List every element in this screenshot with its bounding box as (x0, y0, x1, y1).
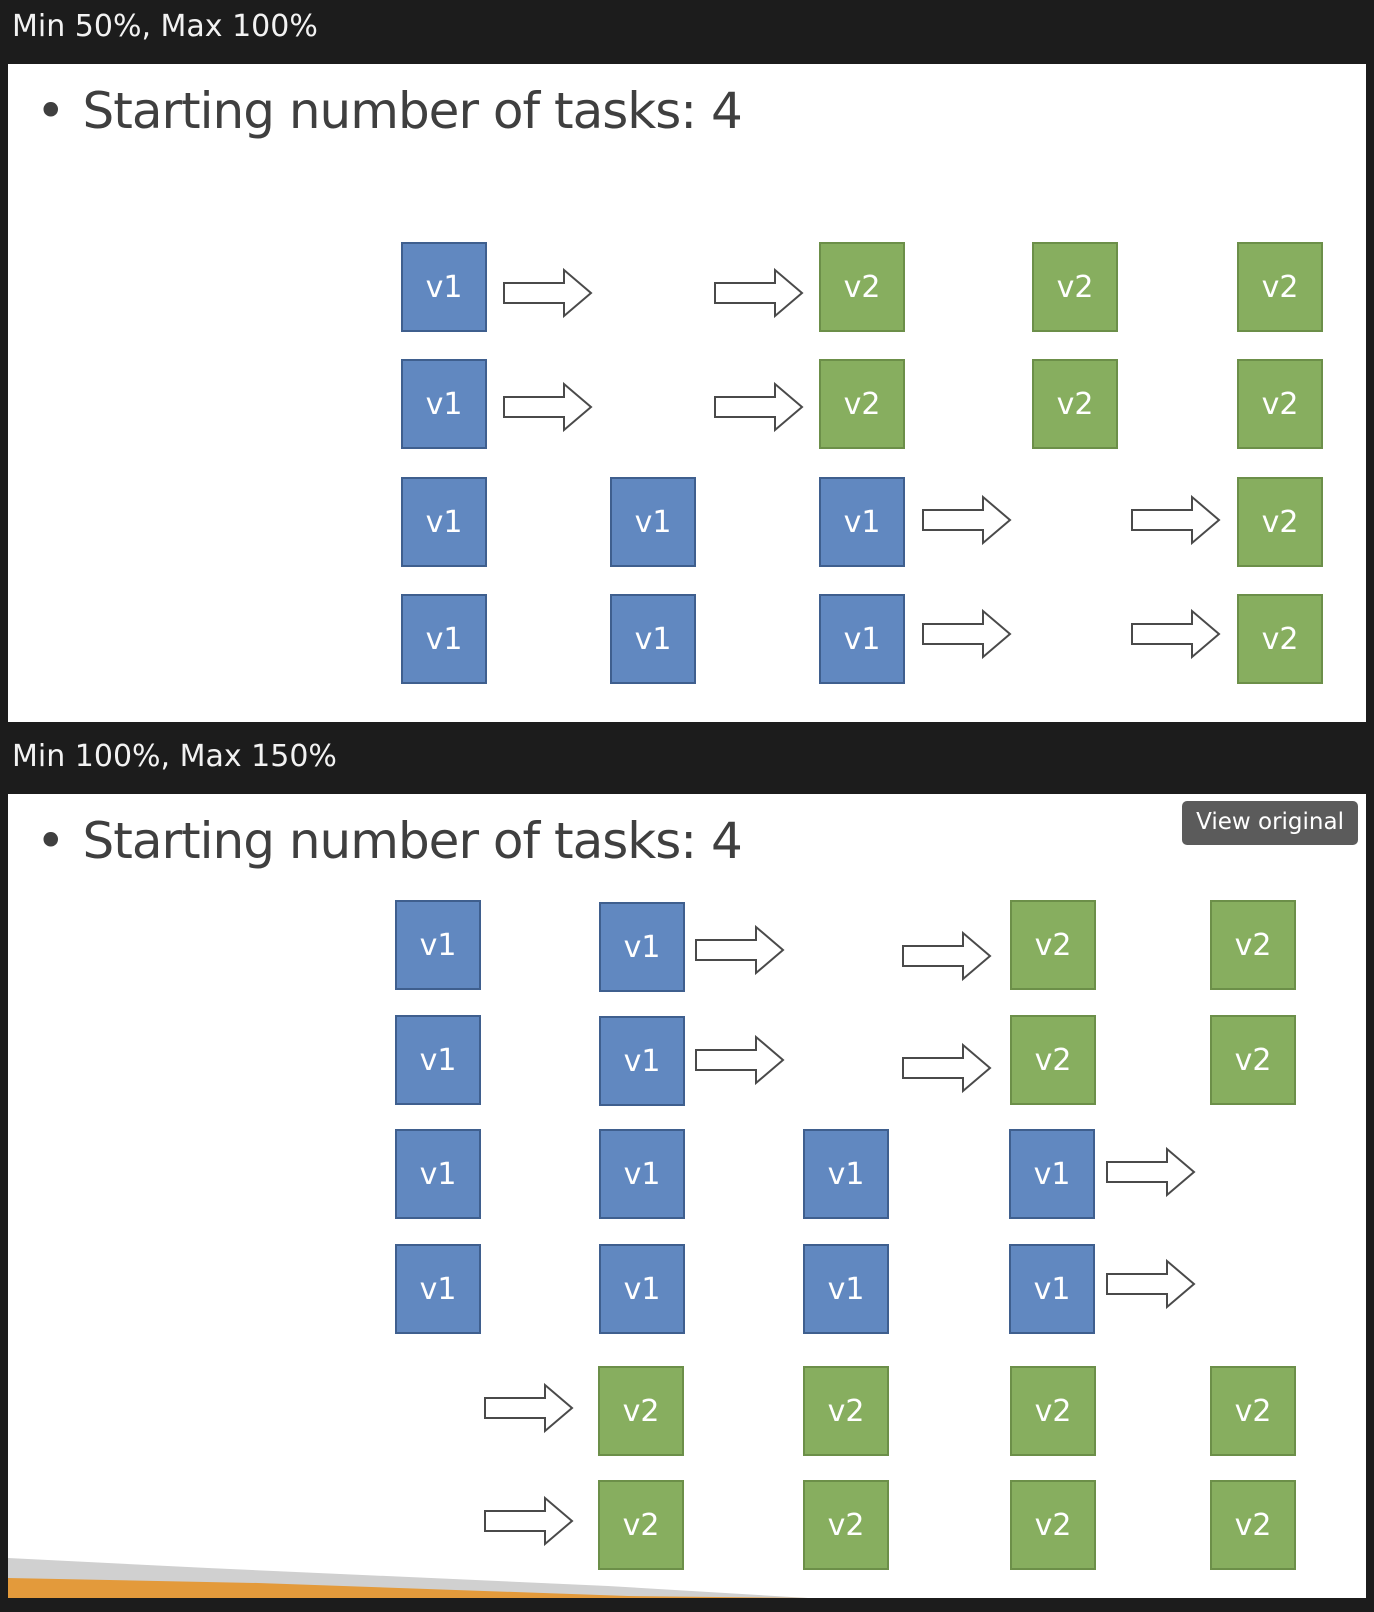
task-v1: v1 (599, 902, 685, 992)
task-v2: v2 (803, 1366, 889, 1456)
bullet: • (36, 812, 65, 870)
slide-title-text: Starting number of tasks: 4 (82, 812, 743, 870)
task-v1: v1 (803, 1129, 889, 1219)
task-v1: v1 (395, 1015, 481, 1105)
task-v2: v2 (1010, 1480, 1096, 1570)
right-outline-arrow-icon (502, 381, 594, 433)
right-outline-arrow-icon (483, 1382, 575, 1434)
task-v2: v2 (1010, 1366, 1096, 1456)
task-v1: v1 (599, 1016, 685, 1106)
panel-1-label: Min 50%, Max 100% (12, 9, 318, 44)
task-v2: v2 (598, 1480, 684, 1570)
right-outline-arrow-icon (901, 930, 993, 982)
task-v1: v1 (401, 242, 487, 332)
slide-min50-max100: • Starting number of tasks: 4 v1 v1 v1 v1… (8, 64, 1366, 722)
task-v1: v1 (599, 1129, 685, 1219)
right-outline-arrow-icon (502, 267, 594, 319)
right-outline-arrow-icon (1105, 1258, 1197, 1310)
task-v2: v2 (1032, 242, 1118, 332)
task-v2: v2 (1010, 1015, 1096, 1105)
task-v2: v2 (1210, 1366, 1296, 1456)
slide-title: • Starting number of tasks: 4 (36, 86, 743, 136)
task-v1: v1 (819, 594, 905, 684)
task-v1: v1 (395, 1244, 481, 1334)
panel-2-label: Min 100%, Max 150% (12, 739, 337, 774)
right-outline-arrow-icon (713, 381, 805, 433)
slide-title-text: Starting number of tasks: 4 (82, 82, 743, 140)
right-outline-arrow-icon (694, 1034, 786, 1086)
right-outline-arrow-icon (1105, 1146, 1197, 1198)
task-v2: v2 (1237, 359, 1323, 449)
task-v2: v2 (1210, 1015, 1296, 1105)
task-v1: v1 (395, 900, 481, 990)
right-outline-arrow-icon (713, 267, 805, 319)
task-v2: v2 (819, 359, 905, 449)
task-v1: v1 (401, 359, 487, 449)
task-v1: v1 (401, 594, 487, 684)
task-v1: v1 (1009, 1129, 1095, 1219)
right-outline-arrow-icon (694, 924, 786, 976)
task-v1: v1 (610, 594, 696, 684)
right-outline-arrow-icon (1130, 494, 1222, 546)
right-outline-arrow-icon (921, 608, 1013, 660)
task-v2: v2 (1210, 900, 1296, 990)
task-v1: v1 (803, 1244, 889, 1334)
task-v2: v2 (1237, 594, 1323, 684)
task-v2: v2 (1010, 900, 1096, 990)
task-v2: v2 (598, 1366, 684, 1456)
task-v2: v2 (1237, 477, 1323, 567)
task-v1: v1 (401, 477, 487, 567)
view-original-button[interactable]: View original (1182, 801, 1358, 845)
task-v2: v2 (1032, 359, 1118, 449)
task-v2: v2 (819, 242, 905, 332)
task-v1: v1 (1009, 1244, 1095, 1334)
task-v1: v1 (819, 477, 905, 567)
slide-title: • Starting number of tasks: 4 (36, 816, 743, 866)
decorative-stripe (8, 1558, 808, 1598)
task-v2: v2 (803, 1480, 889, 1570)
right-outline-arrow-icon (921, 494, 1013, 546)
task-v1: v1 (395, 1129, 481, 1219)
task-v2: v2 (1237, 242, 1323, 332)
slide-min100-max150: View original • Starting number of tasks:… (8, 794, 1366, 1598)
task-v2: v2 (1210, 1480, 1296, 1570)
task-v1: v1 (610, 477, 696, 567)
task-v1: v1 (599, 1244, 685, 1334)
right-outline-arrow-icon (901, 1042, 993, 1094)
right-outline-arrow-icon (1130, 608, 1222, 660)
bullet: • (36, 82, 65, 140)
